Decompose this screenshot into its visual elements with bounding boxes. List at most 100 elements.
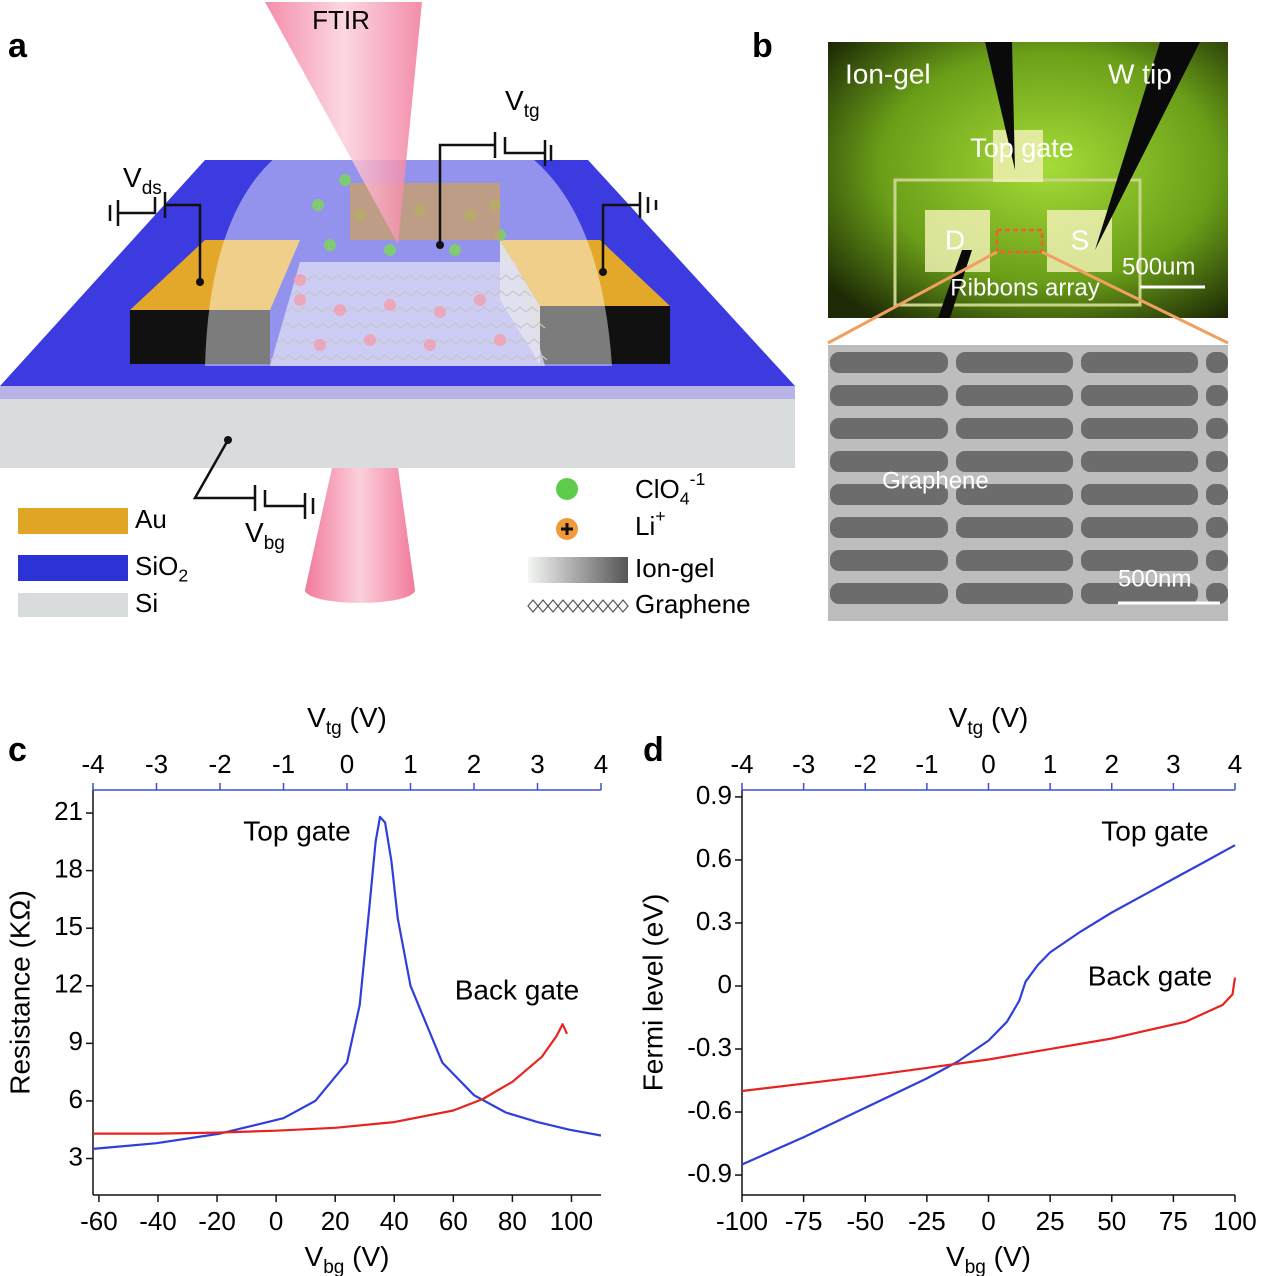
panel-label: d — [643, 731, 664, 769]
x-tick-label: -25 — [908, 1206, 946, 1236]
ribbon — [1206, 352, 1228, 373]
zoom-box — [995, 228, 1044, 254]
y-tick-label: 0.6 — [696, 843, 732, 873]
graphene-mesh — [295, 274, 525, 281]
x2-axis-label: Vtg (V) — [949, 702, 1029, 739]
ribbon — [830, 583, 948, 604]
x2-tick-label: 3 — [1166, 749, 1180, 779]
series-line — [92, 815, 602, 1150]
panel-label: b — [752, 27, 773, 65]
y-tick-label: -0.9 — [687, 1158, 732, 1188]
au-pad-front — [130, 310, 270, 364]
cation — [314, 339, 326, 351]
micrograph-label: D — [945, 224, 965, 255]
circuit-wire — [108, 192, 202, 282]
micrograph-label: 500um — [1122, 253, 1195, 280]
voltage-label: Vtg — [505, 85, 540, 122]
ribbon — [830, 451, 948, 472]
x-tick-label: -60 — [80, 1206, 118, 1236]
si-layer — [0, 398, 795, 468]
x2-tick-label: 1 — [403, 749, 417, 779]
graphene-mesh — [290, 290, 532, 297]
au-pad-front — [540, 306, 670, 364]
legend-label: Graphene — [635, 589, 751, 619]
ribbon — [1206, 517, 1228, 538]
series-label: Back gate — [1088, 960, 1213, 991]
anion — [339, 174, 351, 186]
ribbon — [956, 583, 1073, 604]
x2-tick-label: 1 — [1043, 749, 1057, 779]
cation — [294, 274, 306, 286]
x2-axis-label-part: (V) — [342, 702, 387, 733]
x2-tick-label: 3 — [530, 749, 544, 779]
ribbon — [956, 451, 1073, 472]
series-line — [93, 1023, 568, 1135]
micrograph-label: 500nm — [1118, 565, 1191, 592]
legend-label: Li+ — [635, 506, 666, 541]
anion — [312, 199, 324, 211]
x2-tick-label: 2 — [467, 749, 481, 779]
series-label: Top gate — [243, 815, 350, 846]
ribbon — [956, 418, 1073, 439]
micrograph-label: S — [1071, 224, 1090, 255]
ribbon — [830, 385, 948, 406]
x-axis-label-part: bg — [323, 1257, 344, 1276]
x2-tick-label: 2 — [1105, 749, 1119, 779]
ribbon — [1206, 550, 1228, 571]
legend-label-part: + — [655, 506, 665, 526]
legend-swatch — [556, 478, 578, 500]
x2-tick-label: -1 — [272, 749, 295, 779]
legend-label-part: Li — [635, 511, 655, 541]
x-tick-label: 100 — [550, 1206, 593, 1236]
ribbon — [1081, 484, 1198, 505]
legend-swatch — [18, 593, 128, 617]
legend-label-part: -1 — [690, 469, 706, 489]
y-axis-label: Fermi level (eV) — [637, 894, 668, 1092]
x-tick-label: 75 — [1159, 1206, 1188, 1236]
legend-label-part: 2 — [178, 565, 188, 585]
x-tick-label: 0 — [981, 1206, 995, 1236]
x2-tick-label: -4 — [81, 749, 104, 779]
voltage-label-part: bg — [264, 533, 285, 554]
legend-label-part: SiO — [135, 551, 178, 581]
series-line — [741, 977, 1237, 1093]
x2-axis-label-part: V — [307, 702, 326, 733]
cation — [384, 299, 396, 311]
graphene-mesh — [270, 354, 548, 361]
cation — [424, 339, 436, 351]
voltage-label-part: V — [245, 517, 264, 548]
x2-tick-label: 0 — [981, 749, 995, 779]
legend-swatch — [528, 557, 628, 583]
x2-tick-label: -1 — [915, 749, 938, 779]
ribbon — [830, 352, 948, 373]
voltage-label: Vbg — [245, 517, 285, 554]
panel-label: a — [8, 27, 28, 65]
micrograph-label: Ribbons array — [950, 274, 1099, 301]
x-tick-label: 20 — [321, 1206, 350, 1236]
voltage-label-part: ds — [142, 178, 162, 199]
x-tick-label: -100 — [716, 1206, 768, 1236]
ribbon — [956, 484, 1073, 505]
ribbon — [1081, 583, 1198, 604]
ribbon — [830, 484, 948, 505]
ribbon — [830, 517, 948, 538]
voltage-label-part: V — [123, 162, 142, 193]
cation — [474, 294, 486, 306]
circuit-wire — [438, 132, 553, 245]
legend-label: SiO2 — [135, 551, 188, 585]
x-tick-label: 50 — [1097, 1206, 1126, 1236]
y-tick-label: 18 — [54, 853, 83, 883]
x2-axis-label-part: tg — [326, 718, 342, 739]
upper-beam — [265, 2, 422, 244]
micrograph-label: Top gate — [970, 133, 1074, 163]
ribbon — [1081, 550, 1198, 571]
legend-swatch — [561, 523, 573, 535]
x2-axis-label: Vtg (V) — [307, 702, 387, 739]
x-tick-label: -75 — [785, 1206, 823, 1236]
x-axis-label-part: (V) — [344, 1241, 389, 1272]
x2-tick-label: 4 — [1228, 749, 1242, 779]
x-tick-label: 60 — [439, 1206, 468, 1236]
ribbon — [956, 550, 1073, 571]
ribbon — [956, 352, 1073, 373]
